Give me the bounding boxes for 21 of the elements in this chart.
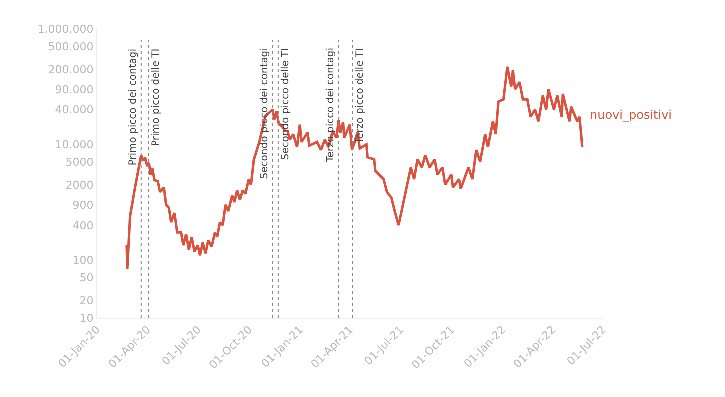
y-tick-label: 20 [80,294,94,308]
y-tick-label: 90.000 [55,83,94,96]
y-tick-label: 900 [72,198,94,212]
ref-line-label: Secondo picco dei contagi [260,48,271,180]
y-tick-label: 40.000 [55,104,94,117]
series-label: nuovi_positivi [590,108,672,122]
ref-line-label: Terzo picco dei contagi [326,48,337,164]
y-tick-label: 100 [72,254,94,268]
ref-line-label: Primo picco dei contagi [128,48,140,166]
y-tick-label: 1.000.000 [38,22,94,36]
y-tick-label: 10 [80,312,94,325]
y-tick-label: 2000 [66,178,94,192]
y-tick-label: 500.000 [48,40,94,54]
y-tick-label: 50 [80,271,94,284]
y-tick-label: 5000 [66,156,94,169]
y-tick-label: 10.000 [55,138,94,152]
ref-line-label: Secondo picco delle TI [280,48,292,160]
ref-line-label: Terzo picco delle TI [354,48,366,145]
y-tick-label: 400 [72,219,94,232]
y-tick-label: 200.000 [48,63,94,76]
ref-line-label: Primo picco delle TI [150,48,162,146]
